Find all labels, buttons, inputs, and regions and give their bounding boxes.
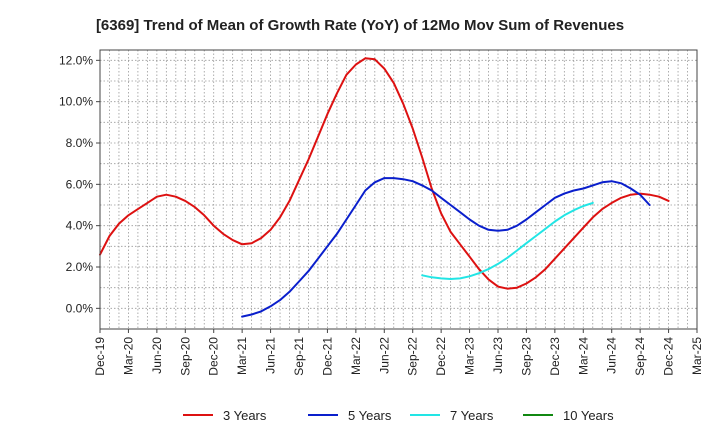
legend-label: 3 Years [223,408,267,423]
tick-layer: 0.0% 2.0% 4.0% 6.0% 8.0% 10.0% 12.0% Dec-19 Mar-… [59,53,704,375]
x-tick-label: Sep-22 [406,337,420,376]
series-line-3-years [99,57,670,290]
x-tick-label: Jun-24 [605,337,619,374]
y-tick-label: 0.0% [66,301,94,315]
x-tick-label: Dec-22 [434,337,448,376]
y-tick-label: 10.0% [59,95,93,109]
x-tick-label: Sep-24 [633,337,647,376]
chart-title: [6369] Trend of Mean of Growth Rate (YoY… [96,17,624,34]
x-tick-label: Dec-23 [548,337,562,376]
y-tick-label: 4.0% [66,219,94,233]
y-tick-label: 6.0% [66,177,94,191]
legend-label: 10 Years [563,408,614,423]
legend: 3 Years 5 Years 7 Years 10 Years [183,408,614,423]
x-tick-label: Mar-21 [235,337,249,375]
x-tick-label: Sep-21 [292,337,306,376]
x-tick-label: Sep-23 [519,337,533,376]
x-tick-label: Dec-24 [662,337,676,376]
series-line-5-years [241,177,651,318]
x-tick-label: Mar-24 [576,337,590,375]
x-tick-label: Mar-23 [463,337,477,375]
x-tick-label: Dec-20 [207,337,221,376]
legend-label: 5 Years [348,408,392,423]
x-tick-label: Dec-19 [93,337,107,376]
plot-frame [99,49,698,330]
x-tick-label: Mar-22 [349,337,363,375]
y-tick-label: 2.0% [66,260,94,274]
series-layer [99,57,670,318]
y-tick-label: 8.0% [66,136,94,150]
x-tick-label: Jun-22 [377,337,391,374]
x-tick-label: Dec-21 [320,337,334,376]
x-tick-label: Jun-23 [491,337,505,374]
series-line-7-years [421,201,594,280]
x-tick-label: Jun-21 [264,337,278,374]
y-tick-label: 12.0% [59,53,93,67]
x-tick-label: Sep-20 [178,337,192,376]
x-tick-label: Jun-20 [150,337,164,374]
legend-label: 7 Years [450,408,494,423]
x-tick-label: Mar-20 [121,337,135,375]
x-tick-label: Mar-25 [690,337,704,375]
